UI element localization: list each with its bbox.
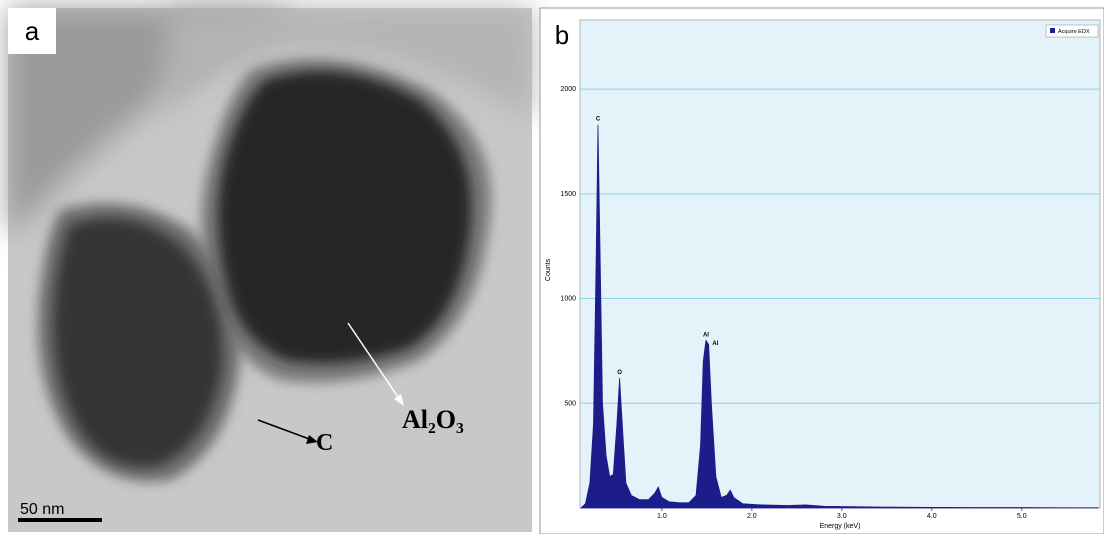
legend-label: Acquire EDX xyxy=(1058,29,1090,35)
legend-box xyxy=(1045,24,1099,38)
y-tick-label: 1500 xyxy=(560,191,576,198)
plot-area xyxy=(579,19,1101,509)
legend-swatch xyxy=(1050,28,1055,33)
y-tick-label: 2000 xyxy=(560,86,576,93)
annotation: Al₂O₃ xyxy=(402,405,464,434)
peak-label: Al xyxy=(712,341,718,347)
scale-bar-label: 50 nm xyxy=(20,501,64,518)
annotation: C xyxy=(316,430,333,456)
x-tick-label: 3.0 xyxy=(837,513,847,520)
eds-chart: b Energy (keV) Counts 500 1000 1500 2000 1.0… xyxy=(539,7,1104,534)
panel-label: a xyxy=(25,16,40,46)
x-tick-label: 5.0 xyxy=(1017,513,1027,520)
x-axis-label: Energy (keV) xyxy=(820,523,861,530)
spectrum xyxy=(579,124,1099,509)
y-tick-label: 1000 xyxy=(560,296,576,303)
x-tick-label: 2.0 xyxy=(747,513,757,520)
x-tick-label: 1.0 xyxy=(657,513,667,520)
panel-label: b xyxy=(555,20,569,50)
peak-label: O xyxy=(617,370,622,376)
y-tick-label: 500 xyxy=(564,400,576,407)
y-axis-label: Counts xyxy=(545,258,552,281)
tem-image: a Al₂O₃ C 50 nm xyxy=(8,8,532,532)
x-tick-label: 4.0 xyxy=(927,513,937,520)
peak-label: Al xyxy=(703,332,709,338)
peak-label: C xyxy=(596,117,601,123)
